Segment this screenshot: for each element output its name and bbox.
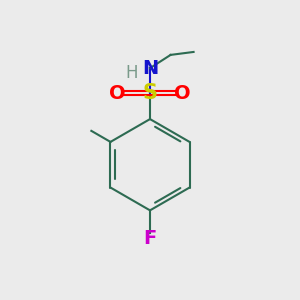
Text: N: N [142, 58, 158, 78]
Text: F: F [143, 229, 157, 248]
Text: O: O [174, 84, 191, 103]
Text: S: S [142, 83, 158, 103]
Text: H: H [125, 64, 138, 82]
Text: O: O [109, 84, 126, 103]
